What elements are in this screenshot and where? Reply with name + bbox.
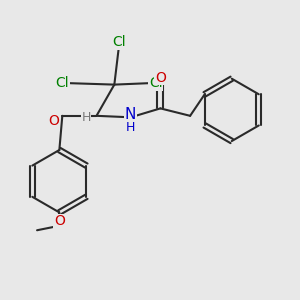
Text: O: O	[54, 214, 65, 228]
Text: Cl: Cl	[149, 76, 163, 90]
Text: N: N	[125, 107, 136, 122]
Text: H: H	[81, 111, 91, 124]
Text: Cl: Cl	[56, 76, 69, 90]
Text: H: H	[126, 121, 135, 134]
Text: Cl: Cl	[112, 35, 126, 49]
Text: O: O	[155, 71, 166, 85]
Text: O: O	[48, 114, 59, 128]
